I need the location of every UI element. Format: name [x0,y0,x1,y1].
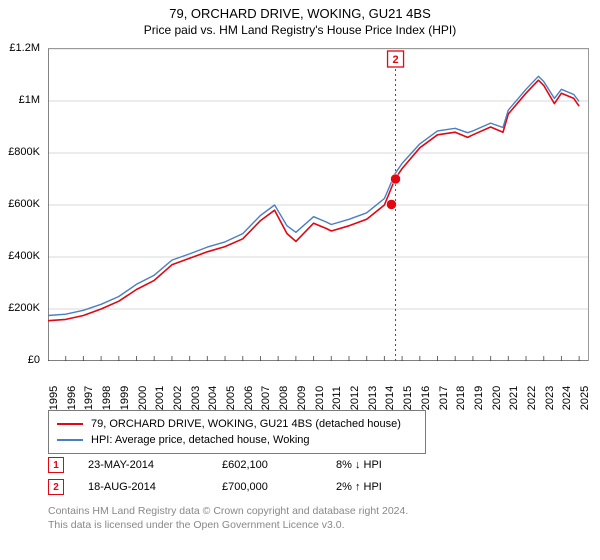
x-tick-label: 2010 [314,386,326,410]
sale-marker-icon: 1 [48,457,64,473]
legend-swatch [57,423,83,425]
y-axis-labels: £0£200K£400K£600K£800K£1M£1.2M [0,48,44,360]
footer-line-2: This data is licensed under the Open Gov… [48,518,588,532]
footer-line-1: Contains HM Land Registry data © Crown c… [48,504,588,518]
legend-label: HPI: Average price, detached house, Woki… [91,432,310,448]
sale-pct: 2% ↑ HPI [336,481,416,493]
x-tick-label: 2016 [420,386,432,410]
x-tick-label: 2009 [296,386,308,410]
x-tick-label: 1996 [66,386,78,410]
x-tick-label: 2020 [491,386,503,410]
legend-row: 79, ORCHARD DRIVE, WOKING, GU21 4BS (det… [57,416,417,432]
x-tick-label: 2013 [367,386,379,410]
legend-swatch [57,439,83,441]
sale-date: 18-AUG-2014 [88,481,198,493]
x-tick-label: 2024 [561,386,573,410]
sale-rows: 1 23-MAY-2014 £602,100 8% ↓ HPI 2 18-AUG-2014… [48,454,588,498]
x-tick-label: 2000 [137,386,149,410]
chart-plot-area: 2 [48,48,589,361]
sale-price: £700,000 [222,481,312,493]
x-tick-label: 2006 [243,386,255,410]
legend-row: HPI: Average price, detached house, Woki… [57,432,417,448]
x-tick-label: 2019 [473,386,485,410]
x-tick-label: 2022 [526,386,538,410]
y-tick-label: £600K [8,198,40,210]
x-axis-labels: 1995 1996 1997 1998 1999 2000 2001 2002 2003 2004… [48,362,588,410]
x-tick-label: 2004 [207,386,219,410]
footer-note: Contains HM Land Registry data © Crown c… [48,504,588,532]
x-tick-label: 1999 [119,386,131,410]
x-tick-label: 2008 [278,386,290,410]
x-tick-label: 2007 [260,386,272,410]
title-sub: Price paid vs. HM Land Registry's House … [0,23,600,37]
x-tick-label: 2002 [172,386,184,410]
sale-pct: 8% ↓ HPI [336,459,416,471]
x-tick-label: 2014 [384,386,396,410]
legend-label: 79, ORCHARD DRIVE, WOKING, GU21 4BS (det… [91,416,401,432]
y-tick-label: £800K [8,146,40,158]
x-tick-label: 1998 [101,386,113,410]
sale-marker-icon: 2 [48,479,64,495]
x-tick-label: 2021 [508,386,520,410]
y-tick-label: £400K [8,250,40,262]
title-main: 79, ORCHARD DRIVE, WOKING, GU21 4BS [0,6,600,21]
x-tick-label: 2001 [154,386,166,410]
y-tick-label: £1.2M [9,42,40,54]
sale-date: 23-MAY-2014 [88,459,198,471]
svg-text:2: 2 [392,54,398,66]
x-tick-label: 2015 [402,386,414,410]
x-tick-label: 2017 [438,386,450,410]
y-tick-label: £1M [19,94,40,106]
x-tick-label: 2018 [455,386,467,410]
x-tick-label: 2012 [349,386,361,410]
x-tick-label: 2011 [331,386,343,410]
title-block: 79, ORCHARD DRIVE, WOKING, GU21 4BS Pric… [0,0,600,37]
sale-row: 2 18-AUG-2014 £700,000 2% ↑ HPI [48,476,588,498]
legend-box: 79, ORCHARD DRIVE, WOKING, GU21 4BS (det… [48,410,426,454]
sale-row: 1 23-MAY-2014 £602,100 8% ↓ HPI [48,454,588,476]
chart-svg: 2 [48,49,588,361]
sale-price: £602,100 [222,459,312,471]
x-tick-label: 1997 [83,386,95,410]
y-tick-label: £0 [28,354,40,366]
y-tick-label: £200K [8,302,40,314]
x-tick-label: 2005 [225,386,237,410]
x-tick-label: 2025 [579,386,591,410]
x-tick-label: 2023 [544,386,556,410]
x-tick-label: 2003 [190,386,202,410]
chart-container: 79, ORCHARD DRIVE, WOKING, GU21 4BS Pric… [0,0,600,560]
x-tick-label: 1995 [48,386,60,410]
